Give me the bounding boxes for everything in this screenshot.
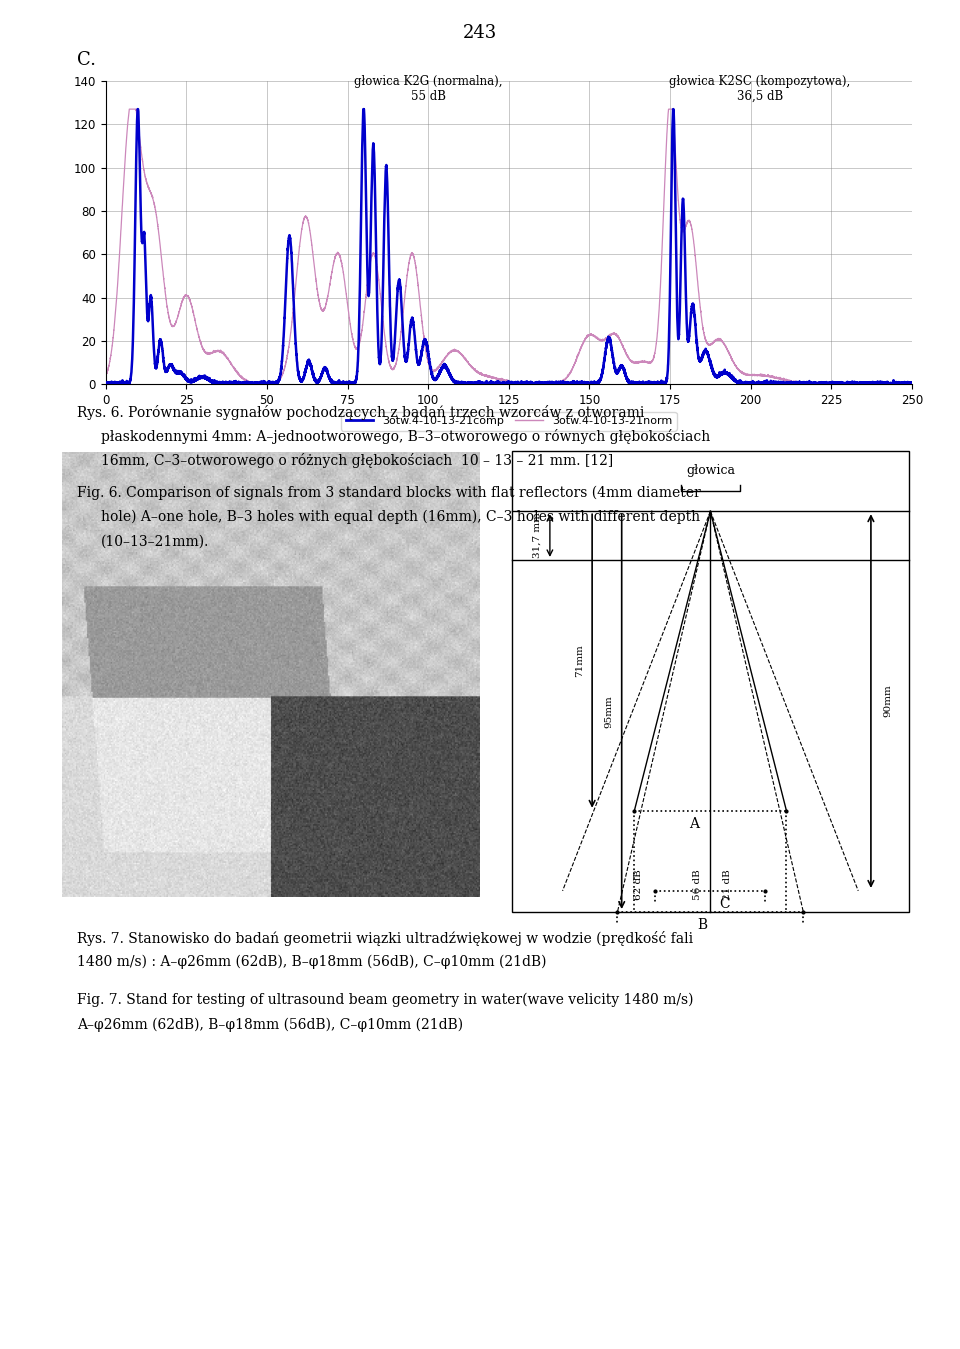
Text: głowica K2SC (kompozytowa),
36,5 dB: głowica K2SC (kompozytowa), 36,5 dB (669, 74, 851, 103)
Text: 31,7 mm: 31,7 mm (533, 513, 541, 558)
Text: 21 dB: 21 dB (723, 869, 732, 900)
Text: Fig. 6. Comparison of signals from 3 standard blocks with flat reflectors (4mm d: Fig. 6. Comparison of signals from 3 sta… (77, 486, 701, 500)
Text: 243: 243 (463, 24, 497, 42)
Text: 90mm: 90mm (883, 685, 893, 718)
Text: Rys. 6. Porównanie sygnałów pochodzących z badań trzech wzorcáw z otworami: Rys. 6. Porównanie sygnałów pochodzących… (77, 405, 644, 420)
Legend: 3otw.4-10-13-21comp, 3otw.4-10-13-21norm: 3otw.4-10-13-21comp, 3otw.4-10-13-21norm (341, 411, 677, 430)
Text: 1480 m/s) : A–φ26mm (62dB), B–φ18mm (56dB), C–φ10mm (21dB): 1480 m/s) : A–φ26mm (62dB), B–φ18mm (56d… (77, 955, 546, 970)
Text: płaskodennymi 4mm: A–jednootworowego, B–3–otworowego o równych głębokościach: płaskodennymi 4mm: A–jednootworowego, B–… (101, 429, 710, 444)
Text: hole) A–one hole, B–3 holes with equal depth (16mm), C–3 holes with different de: hole) A–one hole, B–3 holes with equal d… (101, 510, 700, 525)
Text: Fig. 7. Stand for testing of ultrasound beam geometry in water(wave velicity 148: Fig. 7. Stand for testing of ultrasound … (77, 993, 693, 1008)
Text: A–φ26mm (62dB), B–φ18mm (56dB), C–φ10mm (21dB): A–φ26mm (62dB), B–φ18mm (56dB), C–φ10mm … (77, 1017, 463, 1032)
Text: 71mm: 71mm (575, 645, 584, 677)
Text: A: A (689, 816, 699, 831)
Text: 62 dB: 62 dB (635, 869, 643, 900)
Text: (10–13–21mm).: (10–13–21mm). (101, 534, 209, 548)
Text: 16mm, C–3–otworowego o różnych głębokościach  10 – 13 – 21 mm. [12]: 16mm, C–3–otworowego o różnych głębokośc… (101, 453, 613, 468)
Text: C: C (719, 897, 730, 911)
Text: głowica K2G (normalna),
55 dB: głowica K2G (normalna), 55 dB (354, 74, 502, 103)
Text: C.: C. (77, 51, 96, 69)
Text: Rys. 7. Stanowisko do badań geometrii wiązki ultradźwiękowej w wodzie (prędkość : Rys. 7. Stanowisko do badań geometrii wi… (77, 931, 693, 946)
Text: 56 dB: 56 dB (693, 869, 702, 900)
Text: 95mm: 95mm (604, 695, 613, 728)
Text: głowica: głowica (685, 464, 735, 478)
Text: B: B (698, 917, 708, 932)
